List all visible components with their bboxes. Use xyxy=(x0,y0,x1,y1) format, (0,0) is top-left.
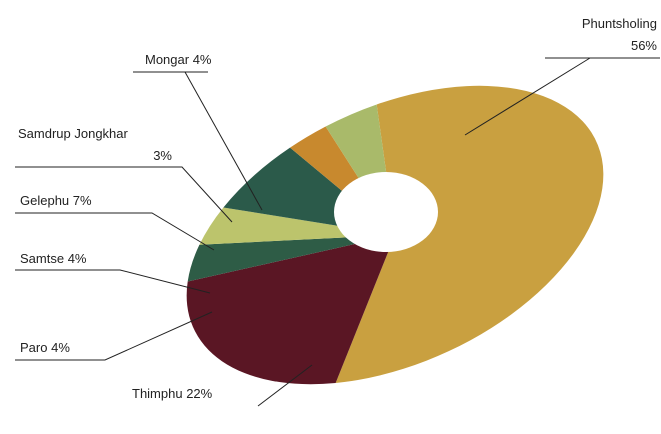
label: Samtse xyxy=(20,251,64,266)
pie-slice xyxy=(187,235,395,282)
leader-line xyxy=(15,166,233,223)
label: Gelephu 7% xyxy=(20,193,92,208)
value-label: 22% xyxy=(186,386,212,401)
pie-slice xyxy=(186,235,395,385)
label: Mongar 4% xyxy=(145,52,212,67)
value-label: 4% xyxy=(68,251,87,266)
leader-line xyxy=(184,71,263,211)
label: Samdrup Jongkhar xyxy=(18,126,129,141)
label: Paro xyxy=(20,340,47,355)
leader-line xyxy=(464,57,591,136)
leader-line xyxy=(15,212,215,251)
value-label: 4% xyxy=(51,340,70,355)
leader-line xyxy=(257,364,313,407)
leader-line xyxy=(15,311,213,361)
label: Gelephu xyxy=(20,193,69,208)
label: Mongar xyxy=(145,52,190,67)
leader-line xyxy=(15,269,211,294)
label: Samtse 4% xyxy=(20,251,87,266)
value-label: 4% xyxy=(193,52,212,67)
label: Thimphu 22% xyxy=(132,386,213,401)
value-label: 3% xyxy=(153,148,172,163)
pie-slice xyxy=(335,85,604,383)
leader-lines xyxy=(15,57,660,407)
label: Paro 4% xyxy=(20,340,70,355)
value-label: 7% xyxy=(73,193,92,208)
label: Phuntsholing xyxy=(582,16,657,31)
coin-hole xyxy=(334,172,438,252)
value-label: 56% xyxy=(631,38,657,53)
label: Thimphu xyxy=(132,386,183,401)
